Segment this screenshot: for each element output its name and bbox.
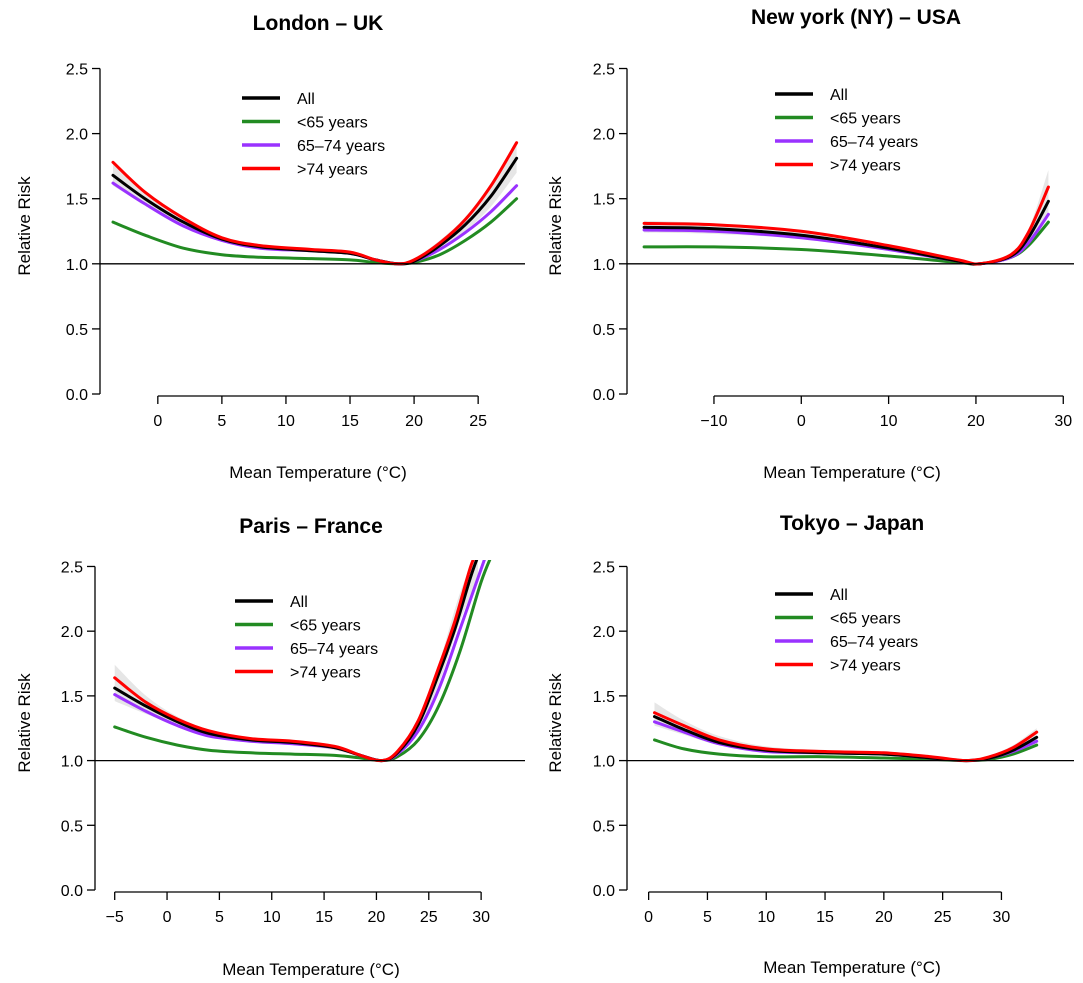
legend: All <65 years 65–74 years >74 years (242, 91, 385, 179)
y-tick-label: 1.0 (593, 754, 615, 771)
y-tick-label: 2.0 (593, 127, 615, 144)
y-tick-label: 2.0 (66, 127, 88, 144)
y-tick-label: 1.0 (61, 754, 83, 771)
y-tick-label: 1.5 (61, 689, 83, 706)
y-tick-label: 0.0 (61, 883, 83, 900)
legend: All <65 years 65–74 years >74 years (235, 594, 378, 682)
x-tick-label: 25 (420, 909, 438, 926)
y-tick-label: 0.5 (593, 322, 615, 339)
x-tick-label: 5 (703, 909, 712, 926)
x-tick-label: 10 (277, 413, 295, 430)
series-line-3 (113, 560, 475, 763)
x-tick-label: 5 (217, 413, 226, 430)
legend: All <65 years 65–74 years >74 years (775, 87, 918, 175)
y-tick-label: 2.5 (66, 62, 88, 79)
x-tick-label: 15 (315, 909, 333, 926)
x-axis-label: Mean Temperature (°C) (763, 463, 941, 482)
x-tick-label: 25 (469, 413, 487, 430)
y-tick-label: 2.5 (593, 62, 615, 79)
legend-label: >74 years (830, 158, 901, 175)
y-tick-label: 0.5 (593, 818, 615, 835)
panel-3: Tokyo – Japan 0 5 10 15 20 25 30 0.0 0.5 1.0 1.5 2.0… (546, 512, 1074, 977)
x-axis-label: Mean Temperature (°C) (229, 463, 407, 482)
legend-label: <65 years (297, 115, 368, 132)
panel-2: Paris – France −5 0 5 10 15 20 25 30 0.0 0.5 1.0 1.5… (15, 515, 525, 979)
y-axis-label: Relative Risk (546, 176, 565, 276)
x-tick-label: 25 (934, 909, 952, 926)
y-tick-label: 1.0 (66, 257, 88, 274)
panel-title: New york (NY) – USA (751, 6, 961, 29)
legend-label: 65–74 years (830, 134, 918, 151)
x-tick-label: 20 (875, 909, 893, 926)
legend-label: All (830, 87, 848, 104)
y-tick-label: 0.5 (61, 818, 83, 835)
legend-label: >74 years (830, 658, 901, 675)
x-tick-label: 10 (757, 909, 775, 926)
series-line-1 (653, 738, 1039, 763)
x-tick-label: 20 (368, 909, 386, 926)
x-tick-label: 30 (1054, 413, 1072, 430)
x-tick-label: 15 (341, 413, 359, 430)
y-axis-label: Relative Risk (15, 673, 34, 773)
x-axis-label: Mean Temperature (°C) (222, 960, 400, 978)
legend-label: 65–74 years (290, 641, 378, 658)
panel-title: Paris – France (239, 515, 383, 538)
x-tick-label: 5 (215, 909, 224, 926)
y-axis-label: Relative Risk (15, 176, 34, 276)
legend-label: >74 years (290, 665, 361, 682)
series-line-1 (111, 197, 519, 266)
legend-label: <65 years (290, 618, 361, 635)
x-tick-label: 10 (263, 909, 281, 926)
series-line-0 (642, 199, 1050, 266)
legend-label: All (830, 587, 848, 604)
panel-0: London – UK 0 5 10 15 20 25 0.0 0.5 1.0 1.5 2.0 2.5 M… (15, 12, 525, 482)
legend-label: <65 years (830, 611, 901, 628)
y-tick-label: 1.0 (593, 257, 615, 274)
x-axis-label: Mean Temperature (°C) (763, 958, 941, 977)
x-tick-label: −5 (106, 909, 124, 926)
y-tick-label: 2.0 (61, 624, 83, 641)
x-tick-label: 0 (797, 413, 806, 430)
x-tick-label: 10 (880, 413, 898, 430)
y-axis-label: Relative Risk (546, 673, 565, 773)
y-tick-label: 0.0 (593, 883, 615, 900)
x-tick-label: 30 (472, 909, 490, 926)
confidence-band (644, 170, 1049, 265)
y-tick-label: 0.0 (66, 387, 88, 404)
y-tick-label: 1.5 (66, 192, 88, 209)
legend-label: 65–74 years (297, 138, 385, 155)
x-tick-label: 15 (816, 909, 834, 926)
x-tick-label: 0 (644, 909, 653, 926)
series-line-3 (642, 185, 1050, 266)
x-tick-label: 0 (153, 413, 162, 430)
series-line-1 (113, 560, 492, 763)
legend-label: All (297, 91, 315, 108)
y-tick-label: 0.0 (593, 387, 615, 404)
legend-label: 65–74 years (830, 634, 918, 651)
legend-label: >74 years (297, 162, 368, 179)
y-tick-label: 2.5 (61, 559, 83, 576)
y-tick-label: 2.0 (593, 624, 615, 641)
x-tick-label: 0 (163, 909, 172, 926)
x-tick-label: 30 (993, 909, 1011, 926)
panel-title: London – UK (253, 12, 384, 35)
x-tick-label: 20 (405, 413, 423, 430)
legend-label: All (290, 594, 308, 611)
panel-title: Tokyo – Japan (780, 512, 924, 535)
legend-label: <65 years (830, 111, 901, 128)
legend: All <65 years 65–74 years >74 years (775, 587, 918, 675)
y-tick-label: 1.5 (593, 192, 615, 209)
series-line-3 (111, 141, 519, 266)
y-tick-label: 2.5 (593, 559, 615, 576)
y-tick-label: 1.5 (593, 689, 615, 706)
series-line-3 (653, 711, 1039, 763)
panel-1: New york (NY) – USA −10 0 10 20 30 0.0 0.5 1.0 1.… (546, 6, 1074, 482)
x-tick-label: 20 (967, 413, 985, 430)
x-tick-label: −10 (700, 413, 727, 430)
y-tick-label: 0.5 (66, 322, 88, 339)
